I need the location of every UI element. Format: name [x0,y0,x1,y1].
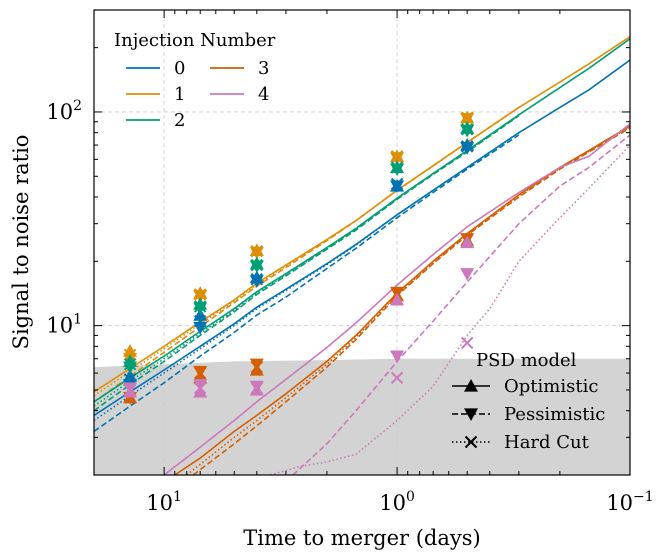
curve-inj0-hard-cut [94,132,520,422]
marker-inj0-hard-cut [193,314,207,328]
legend-injection-label: 0 [174,58,185,79]
marker-inj1-pessimistic [460,113,475,126]
markers [123,110,475,405]
marker-inj4-hard-cut [123,383,137,397]
marker-inj0-hard-cut [460,140,474,153]
shaded-region [94,358,630,475]
marker-inj4-pessimistic [390,350,405,364]
x-tick-label: 10−1 [606,489,653,515]
curve-inj2-optimistic [94,38,630,403]
curve-inj2-hard-cut [94,114,520,407]
legend-injection-label: 3 [258,58,269,79]
legend-psd-marker [464,435,478,449]
marker-inj3-hard-cut [193,366,207,380]
curve-inj1-pessimistic [94,106,520,403]
marker-inj0-optimistic [123,369,138,382]
curve-inj4-optimistic [163,123,630,475]
marker-inj2-hard-cut [123,357,137,371]
legend-psd-model: PSD model Optimistic Pessimistic Hard Cut [452,350,605,453]
marker-inj0-pessimistic [249,275,264,288]
marker-inj2-pessimistic [390,163,405,177]
x-tick-label: 100 [379,489,415,515]
curve-inj1-hard-cut [94,106,520,397]
axis-ticks [93,9,631,476]
marker-inj1-pessimistic [390,152,405,165]
legend-psd-label: Optimistic [504,376,598,397]
marker-inj4-hard-cut [193,381,207,395]
marker-inj4-pessimistic [460,268,475,281]
plot-frame [93,9,631,476]
marker-inj4-hard-cut [460,336,474,350]
marker-inj2-hard-cut [460,123,474,136]
shaded-noise-region [94,358,630,475]
marker-inj2-hard-cut [250,258,264,272]
grid [94,10,630,475]
legend-psd-label: Hard Cut [504,432,590,453]
marker-inj1-hard-cut [460,111,474,124]
marker-inj2-pessimistic [249,260,264,274]
marker-inj2-pessimistic [123,361,138,375]
marker-inj1-hard-cut [250,245,264,258]
marker-inj4-hard-cut [250,381,264,395]
marker-inj4-pessimistic [193,378,208,392]
marker-inj1-hard-cut [390,150,404,163]
marker-inj4-optimistic [390,292,405,306]
marker-inj2-hard-cut [193,300,207,313]
marker-inj4-hard-cut [390,371,404,385]
marker-inj0-hard-cut [390,177,404,191]
legend-injection: Injection Number 0 1 2 3 4 [114,30,276,131]
y-tick-label: 102 [46,98,82,124]
marker-inj2-hard-cut [390,161,404,174]
curve-inj0-optimistic [94,59,630,417]
x-axis-label: Time to merger (days) [243,526,480,550]
curve-inj0-pessimistic [94,134,520,433]
marker-inj1-pessimistic [249,246,264,260]
marker-inj4-optimistic [460,235,475,249]
legend-psd-marker [464,408,478,421]
marker-inj1-pessimistic [193,290,208,303]
marker-inj0-pessimistic [460,142,475,155]
legend-psd-label: Pessimistic [504,404,605,425]
x-tick-label: 101 [146,489,182,515]
y-axis-label: Signal to noise ratio [9,135,33,350]
legend-psd-title: PSD model [476,350,577,371]
legend-injection-label: 4 [258,84,269,105]
legend-injection-title: Injection Number [114,30,276,51]
y-tick-label: 101 [46,312,82,338]
legend-injection-label: 1 [174,84,185,105]
legend-psd-marker [464,379,478,392]
curve-inj3-hard-cut [186,126,630,475]
curves [94,36,630,475]
curve-inj4-pessimistic [292,134,630,475]
marker-inj0-pessimistic [390,180,405,194]
marker-inj3-hard-cut [250,360,264,374]
marker-inj0-hard-cut [250,272,264,286]
marker-inj2-pessimistic [193,302,208,315]
marker-inj1-hard-cut [193,288,207,301]
marker-inj3-pessimistic [249,358,264,372]
legend-injection-label: 2 [174,110,185,131]
curve-inj2-pessimistic [94,115,520,412]
axis-tick-labels: 101 100 10−1 101 102 [46,98,653,515]
marker-inj2-pessimistic [460,124,475,138]
